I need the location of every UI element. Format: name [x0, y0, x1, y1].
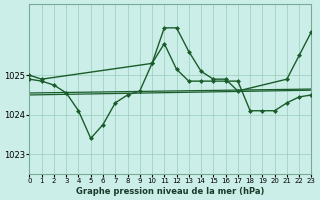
- X-axis label: Graphe pression niveau de la mer (hPa): Graphe pression niveau de la mer (hPa): [76, 187, 265, 196]
